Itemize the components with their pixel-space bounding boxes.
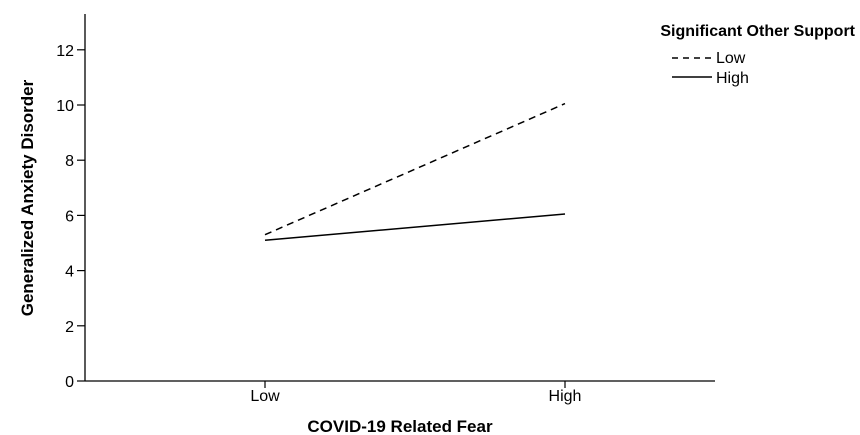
y-tick-label: 0 bbox=[65, 374, 74, 391]
legend-title: Significant Other Support bbox=[660, 23, 855, 40]
y-axis-ticks: 0 2 4 6 8 10 12 bbox=[56, 43, 85, 391]
y-axis-title: Generalized Anxiety Disorder bbox=[18, 79, 37, 316]
y-tick-label: 8 bbox=[65, 153, 74, 170]
legend: Significant Other Support Low High bbox=[660, 23, 855, 87]
y-tick-label: 6 bbox=[65, 208, 74, 225]
series-line-high bbox=[264, 213, 566, 241]
y-tick-label: 10 bbox=[56, 98, 74, 115]
legend-label-high: High bbox=[716, 70, 749, 87]
y-tick-label: 4 bbox=[65, 264, 74, 281]
x-tick-label: Low bbox=[250, 388, 280, 405]
series-lines bbox=[264, 102, 566, 241]
x-axis-ticks: Low High bbox=[250, 381, 581, 405]
series-line-low bbox=[264, 102, 566, 236]
y-tick-label: 12 bbox=[56, 43, 74, 60]
x-tick-label: High bbox=[549, 388, 582, 405]
x-axis-title: COVID-19 Related Fear bbox=[307, 417, 493, 435]
y-tick-label: 2 bbox=[65, 319, 74, 336]
legend-label-low: Low bbox=[716, 50, 746, 67]
